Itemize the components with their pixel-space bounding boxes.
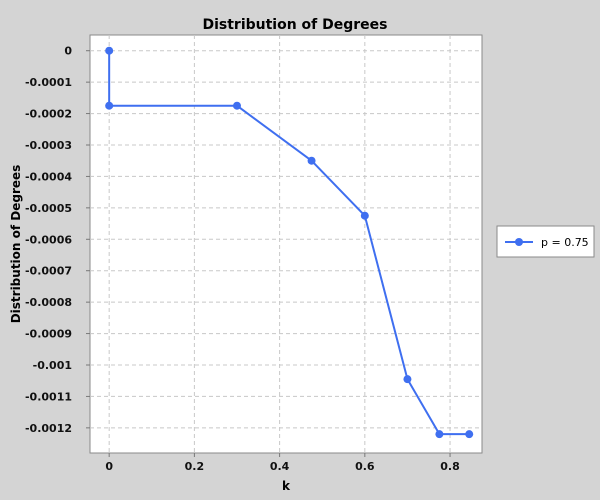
y-tick-label: -0.0002 (25, 108, 72, 121)
y-tick-label: -0.0007 (25, 265, 72, 278)
x-tick-label: 0.6 (355, 460, 375, 473)
x-tick-label: 0.2 (185, 460, 205, 473)
data-point (465, 430, 474, 439)
x-tick-label: 0.4 (270, 460, 290, 473)
y-tick-label: -0.0005 (25, 202, 72, 215)
data-point (307, 156, 316, 165)
y-tick-label: -0.0008 (25, 296, 72, 309)
y-tick-label: -0.0009 (25, 328, 72, 341)
x-axis-label: k (282, 479, 291, 493)
y-tick-label: -0.0012 (25, 422, 72, 435)
data-point (105, 101, 114, 110)
plot-area (89, 34, 483, 454)
y-tick-label: 0 (64, 45, 72, 58)
x-tick-label: 0 (105, 460, 113, 473)
data-point (233, 101, 241, 110)
legend-series-marker (515, 238, 523, 246)
legend: p = 0.75 (496, 225, 595, 258)
y-tick-label: -0.0011 (25, 390, 72, 403)
data-point (360, 211, 369, 220)
data-point (105, 46, 114, 55)
y-tick-label: -0.0006 (25, 233, 72, 246)
legend-series-label: p = 0.75 (541, 236, 589, 249)
y-tick-label: -0.0004 (25, 170, 72, 183)
grid (90, 35, 482, 453)
series-layer (105, 46, 474, 439)
chart-title: Distribution of Degrees (202, 17, 387, 33)
y-tick-label: -0.001 (33, 359, 72, 372)
y-axis-label: Distribution of Degrees (9, 165, 23, 324)
data-point (403, 375, 412, 384)
data-point (435, 430, 444, 439)
y-tick-label: -0.0001 (25, 76, 72, 89)
axes: 0 -0.0001 -0.0002 -0.0003 -0.0004 -0.0005 -0.0… (25, 45, 460, 473)
series-line (108, 50, 470, 436)
x-tick-label: 0.8 (440, 460, 460, 473)
y-tick-label: -0.0003 (25, 139, 72, 152)
